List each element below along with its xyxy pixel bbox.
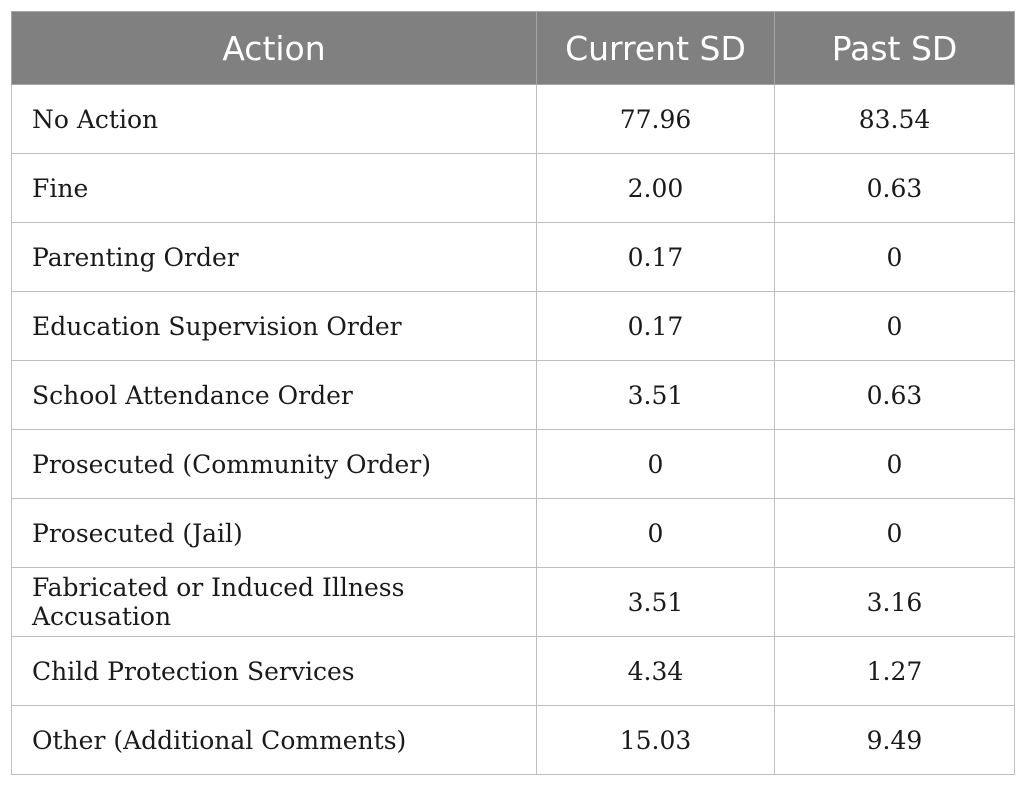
table-row: No Action 77.96 83.54: [11, 84, 1015, 154]
cell-current-sd: 3.51: [536, 360, 775, 430]
table-header: Action Current SD Past SD: [11, 11, 1015, 85]
cell-current-sd: 0.17: [536, 291, 775, 361]
table-body: No Action 77.96 83.54 Fine 2.00 0.63 Par…: [11, 84, 1015, 775]
header-current-sd: Current SD: [536, 11, 775, 85]
cell-past-sd: 0: [774, 429, 1015, 499]
table-row: Prosecuted (Community Order) 0 0: [11, 429, 1015, 499]
cell-action: School Attendance Order: [11, 360, 537, 430]
cell-current-sd: 15.03: [536, 705, 775, 775]
cell-past-sd: 0.63: [774, 153, 1015, 223]
cell-current-sd: 4.34: [536, 636, 775, 706]
cell-action: Prosecuted (Community Order): [11, 429, 537, 499]
cell-past-sd: 0.63: [774, 360, 1015, 430]
cell-action: No Action: [11, 84, 537, 154]
cell-past-sd: 0: [774, 498, 1015, 568]
cell-past-sd: 3.16: [774, 567, 1015, 637]
cell-current-sd: 0: [536, 429, 775, 499]
cell-action: Education Supervision Order: [11, 291, 537, 361]
table-row: Child Protection Services 4.34 1.27: [11, 636, 1015, 706]
cell-past-sd: 9.49: [774, 705, 1015, 775]
table-row: Prosecuted (Jail) 0 0: [11, 498, 1015, 568]
header-row: Action Current SD Past SD: [11, 11, 1015, 85]
cell-current-sd: 3.51: [536, 567, 775, 637]
cell-action: Prosecuted (Jail): [11, 498, 537, 568]
cell-current-sd: 0: [536, 498, 775, 568]
table-row: Parenting Order 0.17 0: [11, 222, 1015, 292]
cell-past-sd: 83.54: [774, 84, 1015, 154]
cell-current-sd: 77.96: [536, 84, 775, 154]
table-row: Fabricated or Induced Illness Accusation…: [11, 567, 1015, 637]
cell-action: Parenting Order: [11, 222, 537, 292]
table-row: School Attendance Order 3.51 0.63: [11, 360, 1015, 430]
table-row: Other (Additional Comments) 15.03 9.49: [11, 705, 1015, 775]
cell-action: Other (Additional Comments): [11, 705, 537, 775]
cell-action: Child Protection Services: [11, 636, 537, 706]
cell-current-sd: 0.17: [536, 222, 775, 292]
cell-past-sd: 0: [774, 222, 1015, 292]
data-table: Action Current SD Past SD No Action 77.9…: [11, 11, 1015, 775]
cell-action: Fine: [11, 153, 537, 223]
header-action: Action: [11, 11, 537, 85]
cell-action: Fabricated or Induced Illness Accusation: [11, 567, 537, 637]
header-past-sd: Past SD: [774, 11, 1015, 85]
cell-past-sd: 0: [774, 291, 1015, 361]
cell-past-sd: 1.27: [774, 636, 1015, 706]
table-row: Fine 2.00 0.63: [11, 153, 1015, 223]
cell-current-sd: 2.00: [536, 153, 775, 223]
table-row: Education Supervision Order 0.17 0: [11, 291, 1015, 361]
